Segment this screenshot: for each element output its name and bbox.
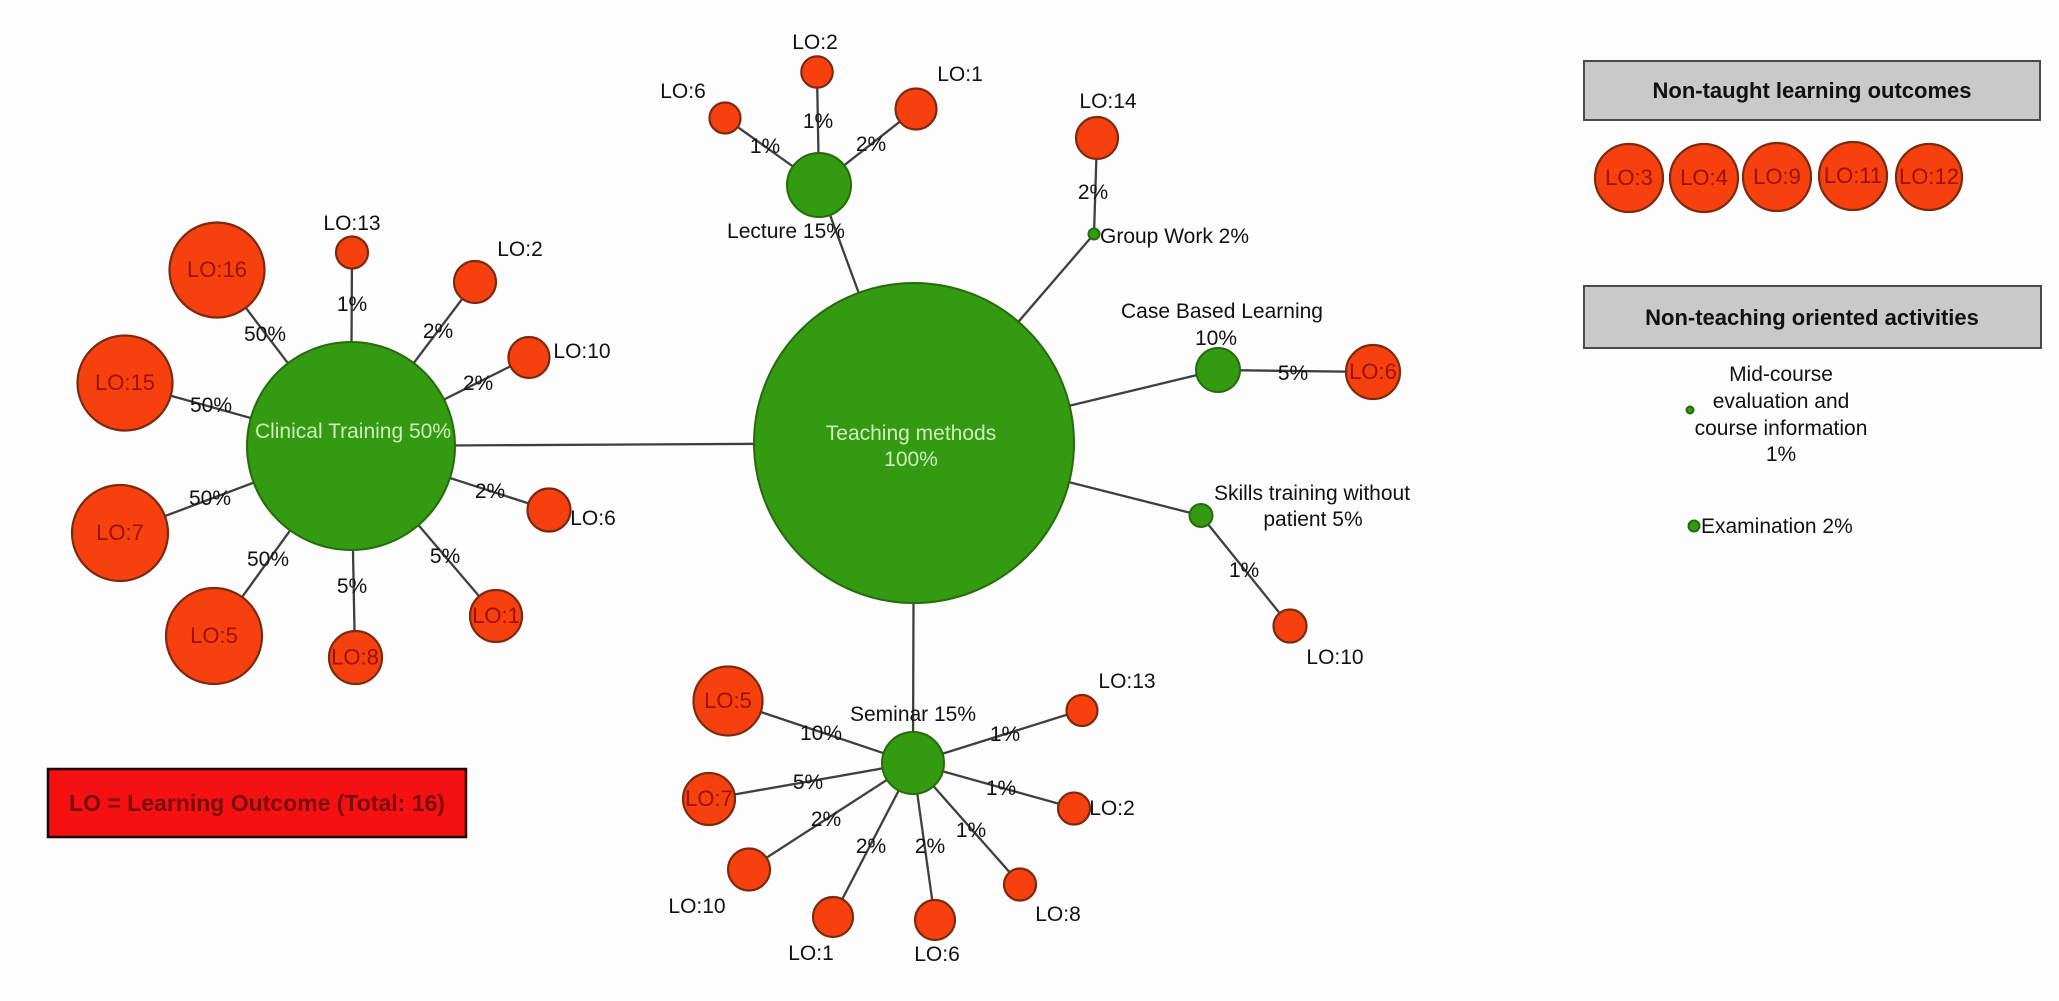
svg-text:LO:1: LO:1 [937, 63, 983, 86]
svg-text:LO:1: LO:1 [788, 942, 834, 965]
svg-text:Teaching methods: Teaching methods [826, 422, 996, 445]
svg-text:LO:6: LO:6 [660, 80, 706, 103]
svg-text:LO:6: LO:6 [1349, 359, 1397, 384]
svg-text:50%: 50% [190, 394, 232, 417]
svg-text:LO:12: LO:12 [1899, 164, 1959, 189]
svg-text:5%: 5% [1278, 362, 1308, 385]
svg-text:evaluation and: evaluation and [1713, 390, 1850, 413]
svg-text:LO:1: LO:1 [472, 603, 520, 628]
svg-text:10%: 10% [800, 722, 842, 745]
svg-text:2%: 2% [463, 372, 493, 395]
svg-text:LO:7: LO:7 [96, 520, 144, 545]
svg-text:2%: 2% [856, 133, 886, 156]
svg-text:2%: 2% [915, 835, 945, 858]
svg-text:LO:7: LO:7 [685, 786, 733, 811]
svg-text:1%: 1% [956, 819, 986, 842]
svg-text:LO:8: LO:8 [1035, 903, 1081, 926]
svg-text:Mid-course: Mid-course [1729, 363, 1833, 386]
svg-text:LO:6: LO:6 [570, 507, 616, 530]
svg-text:LO:15: LO:15 [95, 370, 155, 395]
svg-text:50%: 50% [189, 487, 231, 510]
svg-text:LO:8: LO:8 [331, 645, 379, 670]
svg-text:LO:5: LO:5 [190, 623, 238, 648]
svg-text:5%: 5% [430, 545, 460, 568]
svg-text:LO:2: LO:2 [792, 31, 838, 54]
svg-text:LO:9: LO:9 [1753, 164, 1801, 189]
svg-text:Case Based Learning: Case Based Learning [1121, 300, 1323, 323]
svg-text:1%: 1% [1766, 443, 1796, 466]
svg-text:5%: 5% [337, 575, 367, 598]
svg-text:LO:2: LO:2 [497, 238, 543, 261]
svg-text:Examination 2%: Examination 2% [1701, 515, 1853, 538]
svg-text:LO:10: LO:10 [553, 340, 610, 363]
svg-text:2%: 2% [475, 480, 505, 503]
svg-text:LO:4: LO:4 [1680, 165, 1728, 190]
svg-text:LO:10: LO:10 [668, 895, 725, 918]
svg-text:10%: 10% [1195, 327, 1237, 350]
svg-text:LO:3: LO:3 [1605, 165, 1653, 190]
svg-text:1%: 1% [803, 110, 833, 133]
svg-text:LO = Learning Outcome (Total:: LO = Learning Outcome (Total: 16) [69, 790, 445, 816]
svg-text:LO:16: LO:16 [187, 257, 247, 282]
svg-text:Clinical Training 50%: Clinical Training 50% [255, 420, 451, 443]
svg-text:50%: 50% [247, 548, 289, 571]
svg-text:Group Work 2%: Group Work 2% [1100, 225, 1249, 248]
svg-text:1%: 1% [1229, 559, 1259, 582]
svg-text:100%: 100% [884, 448, 938, 471]
svg-text:2%: 2% [423, 320, 453, 343]
svg-text:LO:2: LO:2 [1089, 797, 1135, 820]
svg-text:LO:13: LO:13 [323, 212, 380, 235]
svg-text:LO:14: LO:14 [1079, 90, 1137, 113]
svg-text:2%: 2% [1078, 181, 1108, 204]
svg-text:Seminar 15%: Seminar 15% [850, 703, 976, 726]
svg-text:2%: 2% [811, 808, 841, 831]
svg-text:1%: 1% [990, 723, 1020, 746]
svg-text:LO:11: LO:11 [1824, 163, 1882, 188]
svg-text:Non-taught learning outcomes: Non-taught learning outcomes [1653, 78, 1972, 103]
svg-text:LO:5: LO:5 [704, 688, 752, 713]
svg-text:Skills training without: Skills training without [1214, 482, 1410, 505]
svg-text:2%: 2% [856, 835, 886, 858]
svg-text:Lecture 15%: Lecture 15% [727, 220, 845, 243]
svg-text:LO:10: LO:10 [1306, 646, 1363, 669]
svg-text:1%: 1% [337, 293, 367, 316]
svg-text:LO:6: LO:6 [914, 943, 960, 966]
svg-text:Non-teaching oriented activiti: Non-teaching oriented activities [1645, 305, 1979, 330]
svg-text:1%: 1% [750, 135, 780, 158]
svg-text:5%: 5% [793, 771, 823, 794]
svg-text:1%: 1% [986, 777, 1016, 800]
svg-text:patient 5%: patient 5% [1263, 508, 1362, 531]
svg-text:50%: 50% [244, 323, 286, 346]
svg-text:LO:13: LO:13 [1098, 670, 1155, 693]
svg-text:course information: course information [1695, 417, 1868, 440]
